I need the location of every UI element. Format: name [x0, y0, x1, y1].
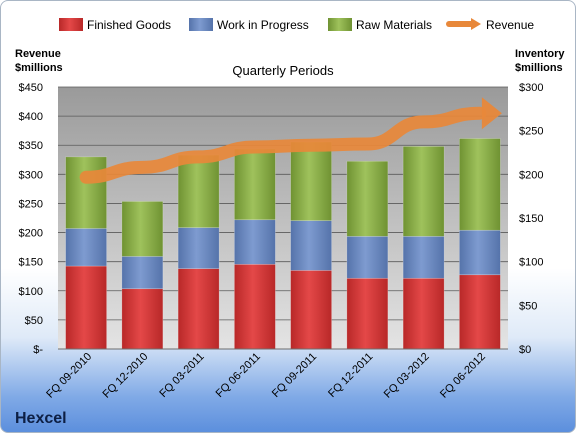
- left-tick-label: $100: [19, 286, 43, 298]
- bar-raw-materials: [290, 141, 332, 221]
- revenue-series: [79, 97, 502, 184]
- left-tick-label: $150: [19, 257, 43, 269]
- bar-finished-goods: [234, 263, 276, 350]
- bar-raw-materials: [121, 201, 164, 257]
- bar-raw-materials: [65, 156, 107, 229]
- bar-work-in-progress: [290, 220, 332, 271]
- bar-finished-goods: [290, 270, 332, 350]
- legend-swatch-work-in-progress: [189, 18, 213, 31]
- legend: Finished Goods Work in Progress Raw Mate…: [59, 18, 534, 32]
- right-axis-ticks: $0 $50 $100 $150 $200 $250 $300: [519, 82, 543, 356]
- x-tick-label: FQ 12-2010: [101, 351, 151, 401]
- x-tick-label: FQ 06-2011: [214, 351, 263, 400]
- bar-raw-materials: [459, 138, 501, 231]
- x-tick-label: FQ 12-2011: [326, 351, 375, 400]
- company-brand: Hexcel: [15, 410, 67, 427]
- right-tick-label: $50: [519, 300, 537, 312]
- right-tick-label: $100: [519, 257, 543, 269]
- legend-label-revenue: Revenue: [486, 18, 534, 32]
- revenue-line: [79, 106, 487, 184]
- left-tick-label: $350: [19, 140, 43, 152]
- bar-work-in-progress: [402, 236, 445, 279]
- left-axis-title-line-1: Revenue: [15, 48, 61, 60]
- bar-work-in-progress: [234, 219, 276, 265]
- legend-swatch-revenue-arrowhead: [471, 18, 481, 30]
- left-tick-label: $300: [19, 169, 43, 181]
- left-axis-title-line-2: $millions: [15, 62, 63, 74]
- right-axis-title-line-1: Inventory: [515, 48, 565, 60]
- bar-work-in-progress: [459, 229, 501, 276]
- right-tick-label: $300: [519, 82, 543, 94]
- left-tick-label: $450: [19, 82, 43, 94]
- revenue-arrowhead: [481, 97, 502, 130]
- left-axis-ticks: $- $50 $100 $150 $200 $250 $300 $350 $400 $450: [19, 82, 44, 356]
- x-tick-label: FQ 09-2010: [44, 351, 94, 401]
- bar-work-in-progress: [65, 228, 107, 267]
- left-tick-label: $200: [19, 228, 43, 240]
- x-tick-label: FQ 09-2011: [270, 351, 319, 400]
- chart-subtitle: Quarterly Periods: [232, 63, 334, 78]
- legend-label-raw-materials: Raw Materials: [356, 18, 432, 32]
- legend-label-finished-goods: Finished Goods: [87, 18, 171, 32]
- right-tick-label: $200: [519, 169, 543, 181]
- left-tick-label: $-: [33, 344, 43, 356]
- bar-finished-goods: [177, 268, 220, 350]
- bar-finished-goods: [65, 265, 107, 350]
- left-tick-label: $250: [19, 198, 43, 210]
- x-axis-labels: FQ 09-2010 FQ 12-2010 FQ 03-2011 FQ 06-2011…: [44, 351, 488, 401]
- bar-work-in-progress: [177, 227, 220, 269]
- right-axis-title-line-2: $millions: [515, 62, 563, 74]
- legend-label-work-in-progress: Work in Progress: [217, 18, 309, 32]
- x-tick-label: FQ 03-2012: [382, 351, 432, 401]
- bar-raw-materials: [402, 146, 445, 237]
- legend-swatch-raw-materials: [328, 18, 352, 31]
- bar-finished-goods: [402, 277, 445, 350]
- bar-work-in-progress: [346, 236, 389, 279]
- bar-work-in-progress: [121, 256, 164, 290]
- x-tick-label: FQ 03-2011: [157, 351, 206, 400]
- right-tick-label: $0: [519, 344, 531, 356]
- right-tick-label: $150: [519, 213, 543, 225]
- left-tick-label: $50: [25, 315, 43, 327]
- legend-swatch-finished-goods: [59, 18, 83, 31]
- x-tick-label: FQ 06-2012: [438, 351, 488, 401]
- bars: [65, 138, 501, 350]
- bar-raw-materials: [234, 148, 276, 221]
- bar-raw-materials: [346, 160, 389, 237]
- bar-finished-goods: [346, 277, 389, 350]
- bar-finished-goods: [459, 274, 501, 350]
- right-tick-label: $250: [519, 126, 543, 138]
- left-tick-label: $400: [19, 111, 43, 123]
- bar-finished-goods: [121, 288, 164, 350]
- bar-raw-materials: [177, 154, 220, 228]
